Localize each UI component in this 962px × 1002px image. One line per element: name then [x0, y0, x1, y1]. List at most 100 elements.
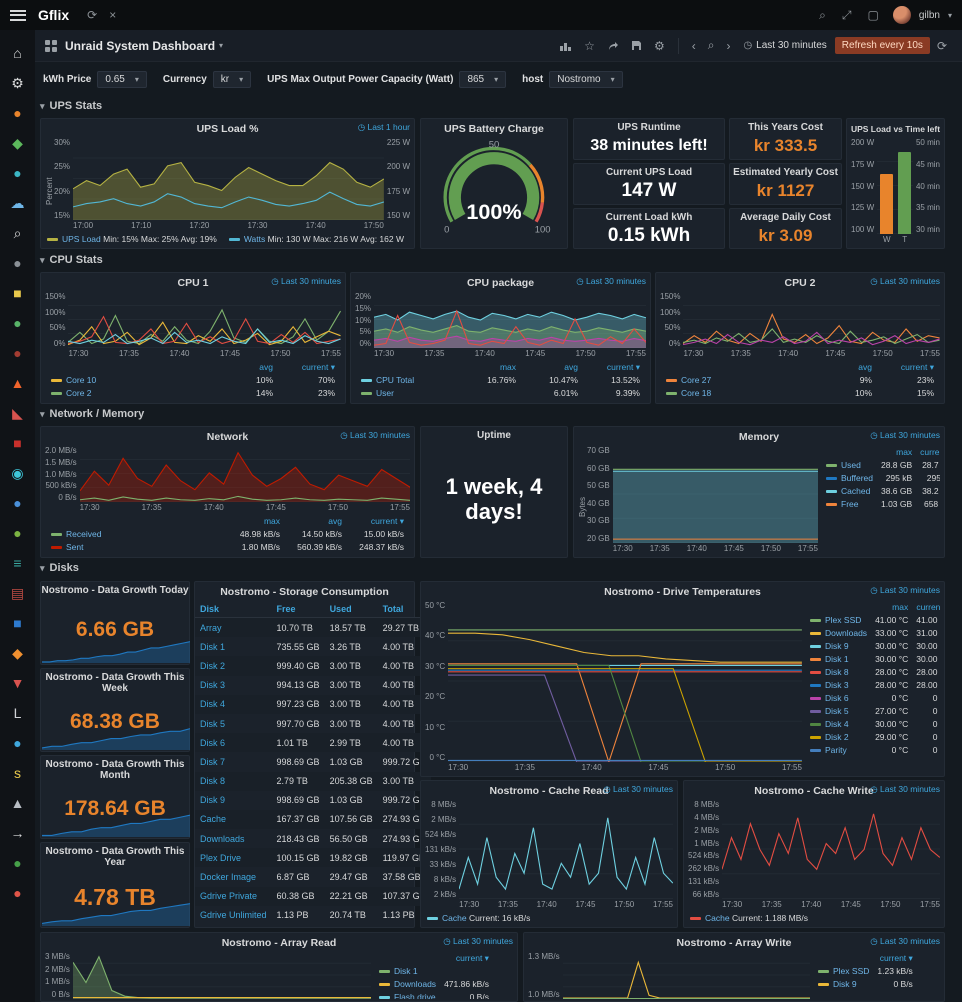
section-cpu-stats[interactable]: ▾ CPU Stats — [40, 254, 103, 266]
panel-title[interactable]: This Years Cost — [748, 122, 823, 133]
variable-dropdown[interactable]: 0.65 ▾ — [97, 70, 147, 88]
legend-item[interactable]: Plex SSD 1.23 kB/s — [814, 965, 917, 978]
menu-icon[interactable] — [10, 9, 26, 21]
legend-item[interactable]: Downloads 471.86 kB/s — [375, 978, 493, 991]
legend-column-header[interactable]: max — [499, 362, 516, 372]
panel-title[interactable]: Current UPS Load — [605, 167, 693, 178]
graph[interactable] — [374, 292, 646, 348]
legend-column-header[interactable]: current ▾ — [879, 953, 913, 963]
graph[interactable] — [68, 292, 341, 348]
add-panel-icon[interactable] — [554, 38, 577, 54]
panel-title[interactable]: Nostromo - Data Growth Today — [41, 585, 189, 596]
legend-column-header[interactable]: avg — [564, 362, 578, 372]
panel-title[interactable]: CPU package — [466, 276, 535, 289]
table-column-header[interactable]: Disk — [195, 601, 272, 618]
panel-title[interactable]: Nostromo - Array Read — [221, 936, 337, 949]
app-blue-drop-icon[interactable]: ● — [13, 735, 22, 751]
disk-link[interactable]: Disk 1 — [200, 641, 226, 652]
panel-title[interactable]: UPS Load vs Time left — [850, 123, 941, 134]
apps-grid-icon[interactable] — [45, 39, 57, 52]
panel-title[interactable]: Average Daily Cost — [740, 212, 831, 223]
graph[interactable] — [459, 800, 673, 899]
variable-dropdown[interactable]: kr ▾ — [212, 70, 252, 88]
table-column-header[interactable]: Total — [377, 601, 431, 618]
app-cloud-icon[interactable]: ☁ — [10, 194, 25, 211]
search-icon[interactable]: ⌕ — [13, 224, 22, 241]
star-icon[interactable]: ☆ — [584, 38, 595, 53]
disk-link[interactable]: Gdrive Private — [195, 886, 272, 906]
legend-column-header[interactable]: current ▾ — [455, 953, 489, 963]
panel-time-range[interactable]: ◷ Last 1 hour — [357, 122, 410, 132]
graph[interactable] — [683, 292, 940, 348]
legend-item[interactable]: Core 18 10% 15% — [662, 387, 938, 400]
panel-title[interactable]: Memory — [738, 430, 780, 443]
table-column-header[interactable]: Free — [271, 601, 325, 618]
panel-title[interactable]: CPU 1 — [177, 276, 209, 289]
graph[interactable] — [722, 800, 940, 899]
legend-item[interactable]: Disk 828.00 °C28.00 °C — [806, 666, 940, 679]
graph[interactable] — [448, 601, 802, 762]
panel-title[interactable]: UPS Load % — [196, 122, 259, 135]
app-red-arrow-icon[interactable]: ▼ — [10, 675, 25, 691]
app-green-diamond-icon[interactable]: ◆ — [12, 134, 23, 151]
legend-item[interactable]: Disk 130.00 °C30.00 °C — [806, 653, 940, 666]
graph[interactable] — [562, 952, 810, 999]
legend-item[interactable]: UPS Load Min: 15% Max: 25% Avg: 19% — [47, 234, 217, 244]
fullscreen-icon[interactable]: ⤢ — [841, 7, 852, 22]
legend-column-header[interactable]: current ▾ — [606, 362, 640, 372]
legend-item[interactable]: Watts Min: 130 W Max: 216 W Avg: 162 W — [228, 234, 404, 244]
app-orange-gem-icon[interactable]: ◆ — [12, 644, 23, 661]
display-icon[interactable]: ▢ — [867, 8, 879, 22]
app-green-leaf-icon[interactable]: ● — [13, 525, 22, 541]
legend-item[interactable]: Cache Current: 16 kB/s — [427, 913, 530, 923]
legend-column-header[interactable]: current ▾ — [916, 602, 940, 612]
close-icon[interactable]: × — [109, 8, 117, 22]
legend-column-header[interactable]: max — [892, 602, 909, 612]
panel-title[interactable]: CPU 2 — [784, 276, 816, 289]
variable-dropdown[interactable]: Nostromo ▾ — [549, 70, 623, 88]
disk-link[interactable]: Disk 4 — [195, 694, 272, 714]
app-blue-hand-icon[interactable]: ● — [13, 495, 22, 511]
panel-time-range[interactable]: ◷ Last 30 minutes — [443, 936, 513, 946]
legend-column-header[interactable]: current ▾ — [920, 447, 940, 457]
legend-column-header[interactable]: avg — [259, 362, 273, 372]
disk-link[interactable]: Docker Image — [200, 872, 257, 883]
app-cyan-eye-icon[interactable]: ◉ — [11, 464, 24, 481]
variable-dropdown[interactable]: 865 ▾ — [459, 70, 507, 88]
panel-title[interactable]: Nostromo - Data Growth This Week — [45, 672, 185, 694]
legend-item[interactable]: Flash drive 0 B/s — [375, 991, 493, 999]
disk-link[interactable]: Disk 7 — [200, 756, 226, 767]
disk-link[interactable]: Disk 5 — [200, 718, 226, 729]
username[interactable]: gilbn — [918, 9, 940, 21]
legend-item[interactable]: Disk 229.00 °C0 °C — [806, 731, 940, 744]
panel-time-range[interactable]: ◷ Last 30 minutes — [870, 276, 940, 286]
panel-title[interactable]: Nostromo - Storage Consumption — [220, 585, 389, 598]
app-github-icon[interactable]: ● — [13, 855, 22, 871]
home-icon[interactable]: ⌂ — [13, 45, 22, 61]
refresh-interval-button[interactable]: Refresh every 10s — [834, 37, 930, 54]
legend-item[interactable]: CPU Total 16.76% 10.47% 13.52% — [357, 374, 644, 387]
app-dark-red-icon[interactable]: ● — [13, 345, 22, 361]
settings-gear-icon[interactable]: ⚙ — [653, 38, 665, 53]
sync-icon[interactable]: ⟳ — [87, 8, 98, 22]
refresh-icon[interactable]: ⟳ — [936, 38, 947, 53]
graph[interactable] — [612, 446, 818, 543]
graph[interactable] — [72, 952, 371, 999]
app-blue-square-icon[interactable]: ■ — [13, 615, 22, 631]
graph[interactable] — [73, 138, 384, 220]
legend-item[interactable]: Received 48.98 kB/s 14.50 kB/s 15.00 kB/s — [47, 528, 408, 541]
app-lazy-icon[interactable]: L — [13, 705, 22, 721]
legend-item[interactable]: Core 10 10% 70% — [47, 374, 339, 387]
legend-column-header[interactable]: current ▾ — [301, 362, 335, 372]
legend-item[interactable]: Cache Current: 1.188 MB/s — [690, 913, 808, 923]
panel-title[interactable]: Current Load kWh — [605, 212, 693, 223]
legend-column-header[interactable]: avg — [328, 516, 342, 526]
logout-icon[interactable]: → — [10, 825, 25, 841]
app-teal-burger-icon[interactable]: ≡ — [13, 555, 22, 571]
